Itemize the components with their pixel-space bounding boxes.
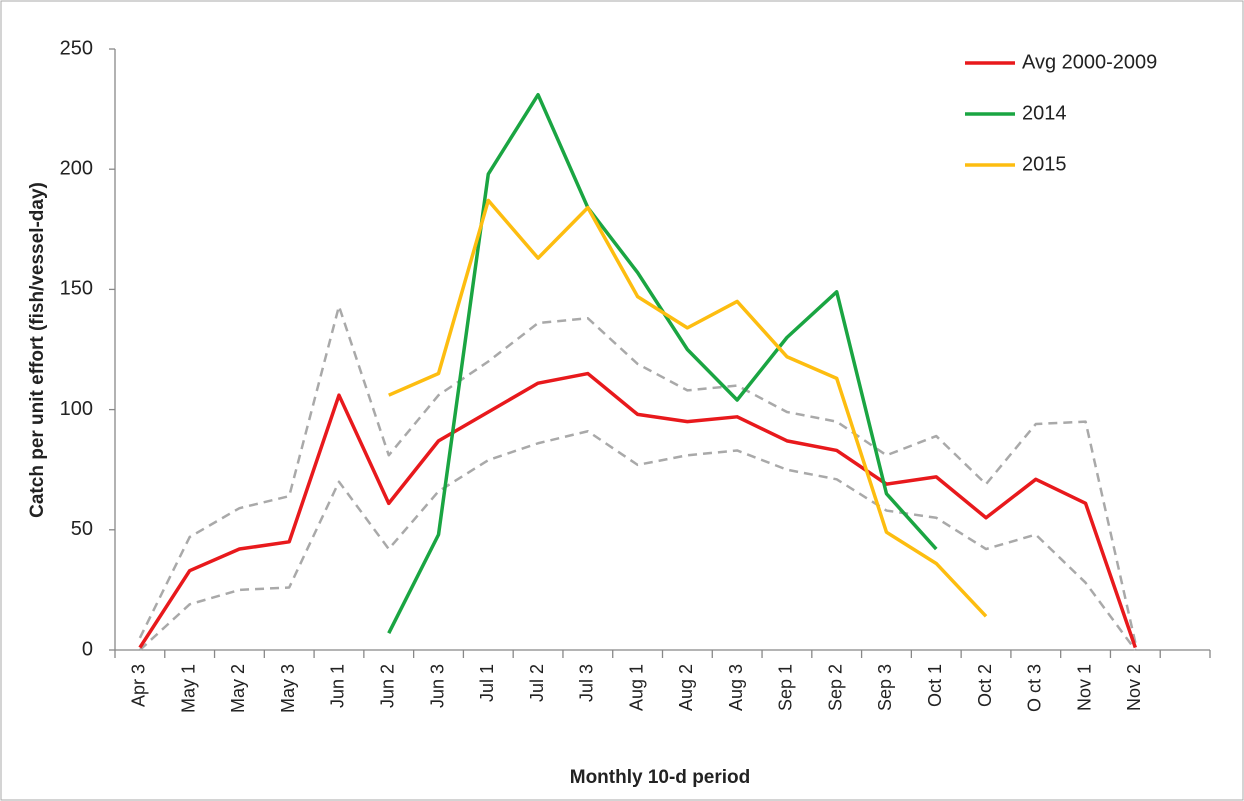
x-tick-label: O ct 3 xyxy=(1025,664,1045,712)
x-tick-label: May 1 xyxy=(178,664,198,713)
x-axis-title: Monthly 10-d period xyxy=(570,767,751,788)
y-tick-label: 200 xyxy=(60,157,93,179)
legend-label: Avg 2000-2009 xyxy=(1022,51,1157,73)
y-tick-label: 150 xyxy=(60,278,93,300)
x-tick-label: Aug 2 xyxy=(676,664,696,711)
y-tick-label: 0 xyxy=(82,638,93,660)
x-tick-label: Aug 1 xyxy=(626,664,646,711)
x-tick-label: Jul 2 xyxy=(527,664,547,702)
x-tick-label: Sep 1 xyxy=(776,664,796,711)
range-line xyxy=(139,429,1137,651)
y-axis-title: Catch per unit effort (fish/vessel-day) xyxy=(27,182,48,518)
x-tick-label: Aug 3 xyxy=(726,664,746,711)
legend-label: 2014 xyxy=(1022,102,1067,124)
x-tick-label: Oct 1 xyxy=(925,664,945,707)
x-tick-label: Jun 1 xyxy=(328,664,348,708)
x-tick-label: Nov 1 xyxy=(1074,664,1094,711)
y-tick-label: 250 xyxy=(60,37,93,59)
series-line xyxy=(138,371,1137,649)
range-line xyxy=(138,304,1137,644)
y-tick-label: 50 xyxy=(71,518,93,540)
x-tick-label: Jul 1 xyxy=(477,664,497,702)
x-tick-label: Sep 3 xyxy=(875,664,895,711)
y-tick-label: 100 xyxy=(60,398,93,420)
x-tick-label: Apr 3 xyxy=(129,664,149,707)
legend-label: 2015 xyxy=(1022,153,1067,175)
x-tick-label: Oct 2 xyxy=(975,664,995,707)
x-tick-label: May 2 xyxy=(228,664,248,713)
x-tick-label: May 3 xyxy=(278,664,298,713)
x-tick-label: Nov 2 xyxy=(1124,664,1144,711)
x-tick-label: Sep 2 xyxy=(825,664,845,711)
x-tick-label: Jun 2 xyxy=(378,664,398,708)
series-line xyxy=(388,198,988,618)
x-tick-label: Jun 3 xyxy=(427,664,447,708)
x-tick-label: Jul 3 xyxy=(577,664,597,702)
